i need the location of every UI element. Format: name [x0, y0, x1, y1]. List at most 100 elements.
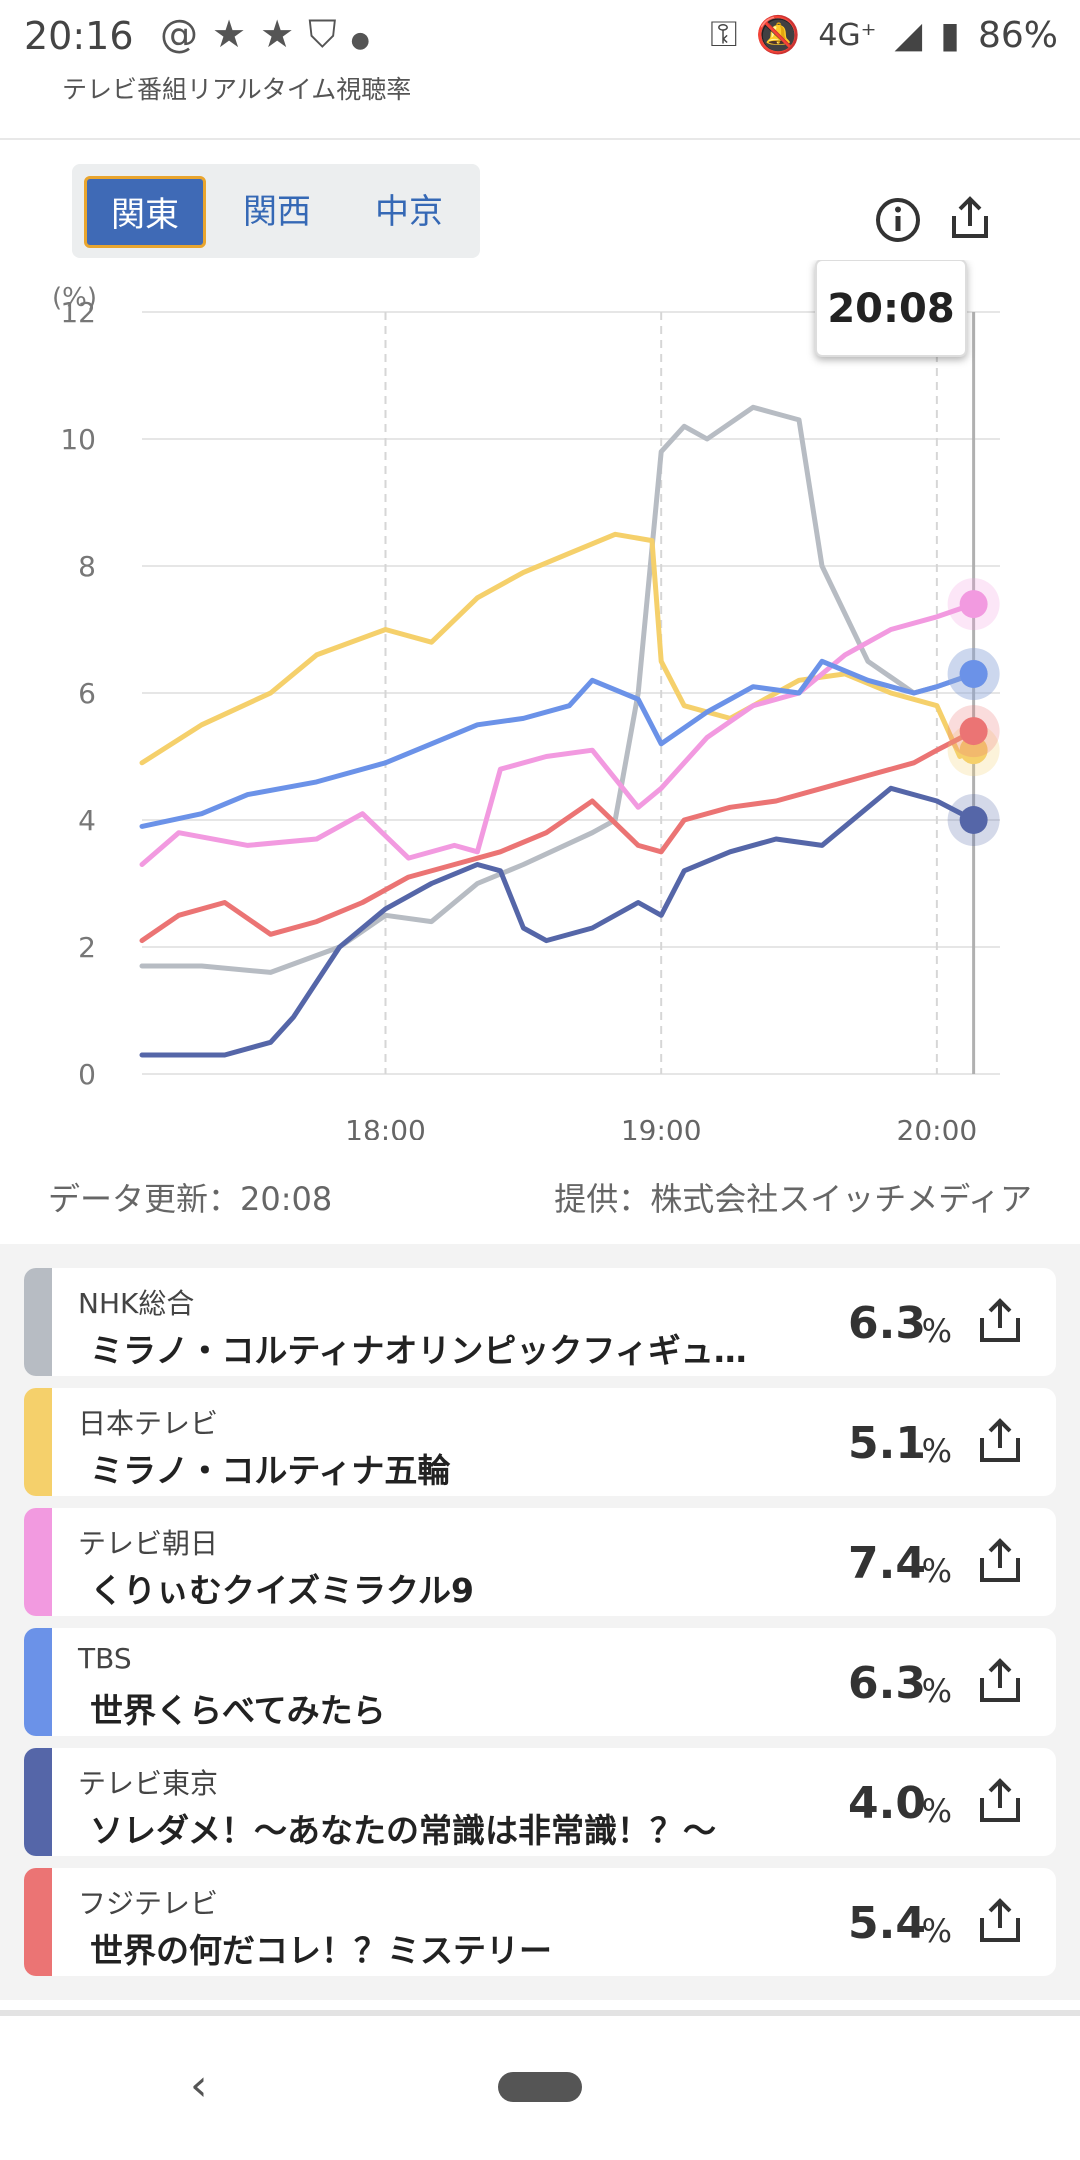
series-line: [139, 785, 977, 1058]
y-tick-label: 6: [78, 677, 96, 710]
channel-color-bar: [24, 1268, 52, 1376]
program-title: くりぃむクイズミラクル9: [90, 1571, 474, 1610]
rating-value: 5.4: [848, 1898, 926, 1949]
share-icon[interactable]: [976, 1296, 1024, 1346]
share-icon[interactable]: [976, 1416, 1024, 1466]
tab-chukyo[interactable]: 中京: [375, 192, 443, 232]
star-icon: ★: [260, 12, 309, 56]
rating-unit: %: [921, 1312, 952, 1350]
y-tick-label: 0: [78, 1058, 96, 1091]
series-line: [139, 658, 977, 829]
cursor-time-label: 20:08: [827, 286, 954, 332]
data-updated-label: データ更新：20:08: [48, 1180, 333, 1218]
tab-kanto[interactable]: 関東: [84, 176, 206, 248]
series-marker: [959, 806, 988, 834]
status-right: ⚿ 🔕 4G⁺ ◢ ▮ 86%: [710, 14, 1058, 56]
back-button[interactable]: ‹: [190, 2060, 208, 2111]
star-icon: ★: [212, 12, 261, 56]
data-provider-label: 提供：株式会社スイッチメディア: [554, 1180, 1032, 1218]
channel-color-bar: [24, 1868, 52, 1976]
cursor-time-tooltip: 20:08: [815, 260, 967, 357]
series-line: [139, 728, 977, 944]
chart-series-lines: [139, 404, 977, 1058]
notification-icons: @★★⛉●: [160, 12, 384, 57]
rating-value: 6.3: [848, 1298, 926, 1349]
rating-unit: %: [921, 1432, 952, 1470]
program-row-tv-tokyo[interactable]: テレビ東京 ソレダメ！～あなたの常識は非常識！？～ 4.0 %: [24, 1748, 1056, 1856]
y-axis-label: (%): [52, 283, 97, 313]
program-row-ntv[interactable]: 日本テレビ ミラノ・コルティナ五輪 5.1 %: [24, 1388, 1056, 1496]
program-row-nhk[interactable]: NHK総合 ミラノ・コルティナオリンピックフィギュ… 6.3 %: [24, 1268, 1056, 1376]
channel-color-bar: [24, 1748, 52, 1856]
program-title: 世界の何だコレ！？ミステリー: [90, 1931, 552, 1970]
program-row-tbs[interactable]: TBS 世界くらべてみたら 6.3 %: [24, 1628, 1056, 1736]
program-title: ミラノ・コルティナ五輪: [90, 1451, 451, 1490]
chart-time-gridlines: [384, 312, 938, 1074]
tab-kansai[interactable]: 関西: [243, 192, 311, 232]
channel-color-bar: [24, 1628, 52, 1736]
series-marker: [959, 717, 988, 746]
info-icon[interactable]: [874, 196, 922, 244]
channel-name: テレビ東京: [78, 1767, 219, 1800]
share-icon[interactable]: [976, 1536, 1024, 1586]
series-line: [139, 404, 977, 975]
y-tick-label: 12: [60, 296, 96, 329]
app-title: テレビ番組リアルタイム視聴率: [62, 75, 412, 104]
channel-name: 日本テレビ: [78, 1407, 219, 1440]
program-title: ソレダメ！～あなたの常識は非常識！？～: [90, 1811, 717, 1850]
battery-icon: ▮: [940, 14, 960, 56]
chart-grid: [142, 311, 1000, 1075]
program-row-fuji[interactable]: フジテレビ 世界の何だコレ！？ミステリー 5.4 %: [24, 1868, 1056, 1976]
series-line: [139, 531, 977, 766]
series-line: [139, 601, 977, 867]
rating-unit: %: [921, 1552, 952, 1590]
y-tick-label: 10: [60, 423, 96, 456]
program-title: ミラノ・コルティナオリンピックフィギュ…: [90, 1331, 747, 1370]
header-divider: [0, 138, 1080, 140]
vpn-key-icon: ⚿: [710, 14, 738, 55]
rating-value: 5.1: [848, 1418, 926, 1469]
shield-icon: ⛉: [308, 12, 351, 56]
share-icon[interactable]: [976, 1896, 1024, 1946]
signal-icon: ◢: [894, 14, 923, 56]
dot-icon: ●: [350, 28, 384, 53]
program-title: 世界くらべてみたら: [90, 1691, 386, 1730]
rating-unit: %: [921, 1912, 952, 1950]
series-marker: [959, 590, 988, 619]
share-icon[interactable]: [976, 1776, 1024, 1826]
battery-level: 86%: [977, 14, 1058, 56]
status-time: 20:16: [24, 14, 134, 58]
channel-color-bar: [24, 1508, 52, 1616]
y-tick-label: 4: [78, 804, 96, 837]
x-tick-label: 18:00: [345, 1114, 426, 1140]
series-marker: [959, 659, 988, 688]
rating-value: 6.3: [848, 1658, 926, 1709]
channel-color-bar: [24, 1388, 52, 1496]
home-handle[interactable]: [498, 2072, 582, 2102]
list-bottom-divider: [0, 2010, 1080, 2016]
status-bar: 20:16 @★★⛉● ⚿ 🔕 4G⁺ ◢ ▮ 86%: [0, 0, 1080, 76]
region-tabs: 関東 関西 中京: [72, 164, 480, 258]
channel-name: テレビ朝日: [78, 1527, 219, 1560]
program-row-tv-asahi[interactable]: テレビ朝日 くりぃむクイズミラクル9 7.4 %: [24, 1508, 1056, 1616]
ratings-chart: 0 2 4 6 8 10 12 (%) 18:00 19:00 20:00 20:08: [52, 260, 1000, 1140]
chart-endpoint-markers: [947, 578, 1000, 846]
channel-name: フジテレビ: [78, 1887, 219, 1920]
share-icon[interactable]: [946, 194, 994, 242]
x-tick-labels: 18:00 19:00 20:00: [345, 1114, 977, 1140]
network-label: 4G⁺: [818, 17, 877, 53]
x-tick-label: 20:00: [897, 1114, 978, 1140]
threads-icon: @: [160, 12, 212, 56]
rating-value: 7.4: [848, 1538, 926, 1589]
rating-value: 4.0: [848, 1778, 926, 1829]
channel-name: NHK総合: [78, 1287, 195, 1320]
y-tick-label: 2: [78, 931, 96, 964]
y-tick-label: 8: [78, 550, 96, 583]
mute-bell-icon: 🔕: [755, 15, 801, 56]
channel-name: TBS: [78, 1642, 132, 1675]
y-tick-labels: 0 2 4 6 8 10 12: [60, 296, 96, 1091]
rating-unit: %: [921, 1792, 952, 1830]
share-icon[interactable]: [976, 1656, 1024, 1706]
rating-unit: %: [921, 1672, 952, 1710]
x-tick-label: 19:00: [621, 1114, 702, 1140]
